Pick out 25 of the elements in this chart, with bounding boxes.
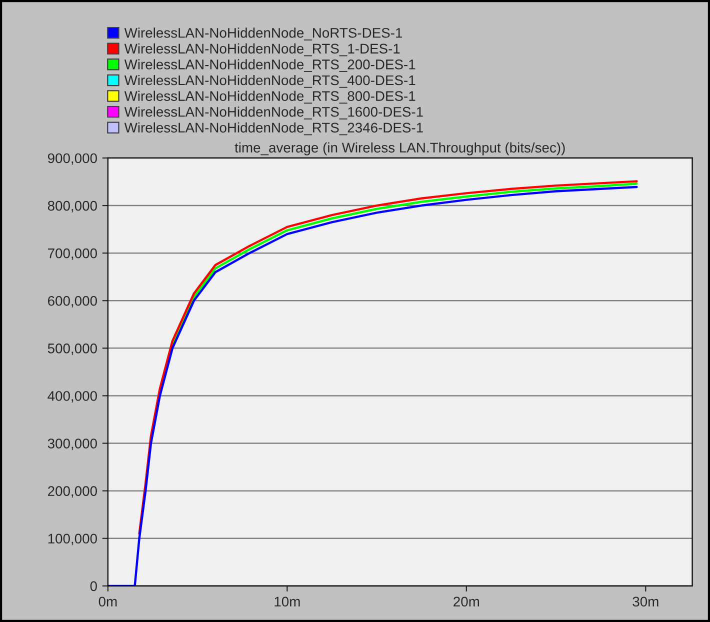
x-tick-label: 10m — [274, 596, 300, 607]
x-tick-label: 20m — [454, 596, 479, 607]
y-tick-label: 300,000 — [48, 438, 97, 450]
y-tick-label: 200,000 — [48, 486, 97, 498]
y-tick-label: 100,000 — [48, 534, 97, 546]
y-tick-label: 900,000 — [48, 153, 97, 165]
y-tick-label: 0 — [90, 581, 97, 592]
y-tick-label: 800,000 — [48, 200, 97, 212]
line-series — [138, 180, 638, 535]
legend-label: WirelessLAN-NoHiddenNode_RTS_800-DES-1 — [124, 90, 416, 104]
chart-title: time_average (in Wireless LAN.Throughput (bits/sec)) — [234, 142, 565, 156]
legend-label: WirelessLAN-NoHiddenNode_RTS_400-DES-1 — [124, 74, 416, 88]
line-series — [171, 182, 638, 346]
y-tick-label: 400,000 — [48, 391, 97, 403]
legend-label: WirelessLAN-NoHiddenNode_RTS_2346-DES-1 — [124, 122, 423, 136]
y-tick-label: 700,000 — [48, 248, 97, 260]
y-tick-label: 500,000 — [48, 344, 97, 355]
y-tick-label: 600,000 — [48, 296, 97, 308]
x-tick-label: 0m — [98, 596, 117, 607]
x-tick-label: 30m — [632, 596, 658, 607]
legend-label: WirelessLAN-NoHiddenNode_RTS_1600-DES-1 — [124, 106, 423, 120]
legend-label: WirelessLAN-NoHiddenNode_RTS_1-DES-1 — [124, 43, 400, 56]
line-series — [108, 186, 638, 586]
legend-label: WirelessLAN-NoHiddenNode_NoRTS-DES-1 — [124, 28, 402, 40]
legend-label: WirelessLAN-NoHiddenNode_RTS_200-DES-1 — [124, 59, 416, 72]
